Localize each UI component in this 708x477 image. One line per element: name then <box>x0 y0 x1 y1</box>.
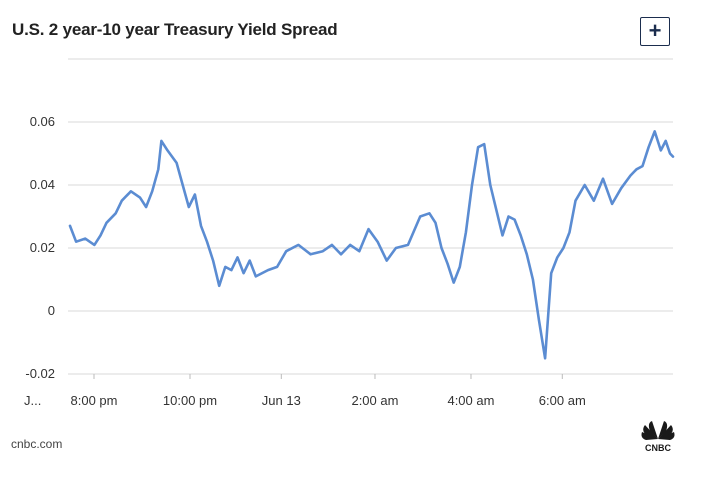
y-tick-label: 0.06 <box>30 114 55 129</box>
y-tick-label: -0.02 <box>25 366 55 381</box>
series-line <box>68 130 675 360</box>
x-tick-label: 6:00 am <box>539 393 586 408</box>
x-tick-label: 2:00 am <box>351 393 398 408</box>
x-tick-label: 8:00 pm <box>71 393 118 408</box>
line-chart: 0.06 0.04 0.02 0 -0.02 J... 8:00 pm 10:00 pm Jun… <box>24 58 675 408</box>
y-tick-label: 0 <box>48 303 55 318</box>
peacock-feathers-icon <box>641 421 675 440</box>
x-tick-label: 4:00 am <box>447 393 494 408</box>
y-tick-label: 0.04 <box>30 177 55 192</box>
x-tick-label: J... <box>24 393 41 408</box>
expand-button[interactable]: + <box>640 17 670 46</box>
logo-text: CNBC <box>645 443 671 453</box>
x-tick-label: 10:00 pm <box>163 393 217 408</box>
x-tick-label: Jun 13 <box>262 393 301 408</box>
source-label: cnbc.com <box>11 437 63 451</box>
cnbc-peacock-logo: CNBC <box>641 421 675 453</box>
chart-title: U.S. 2 year-10 year Treasury Yield Sprea… <box>12 20 338 39</box>
y-tick-label: 0.02 <box>30 240 55 255</box>
